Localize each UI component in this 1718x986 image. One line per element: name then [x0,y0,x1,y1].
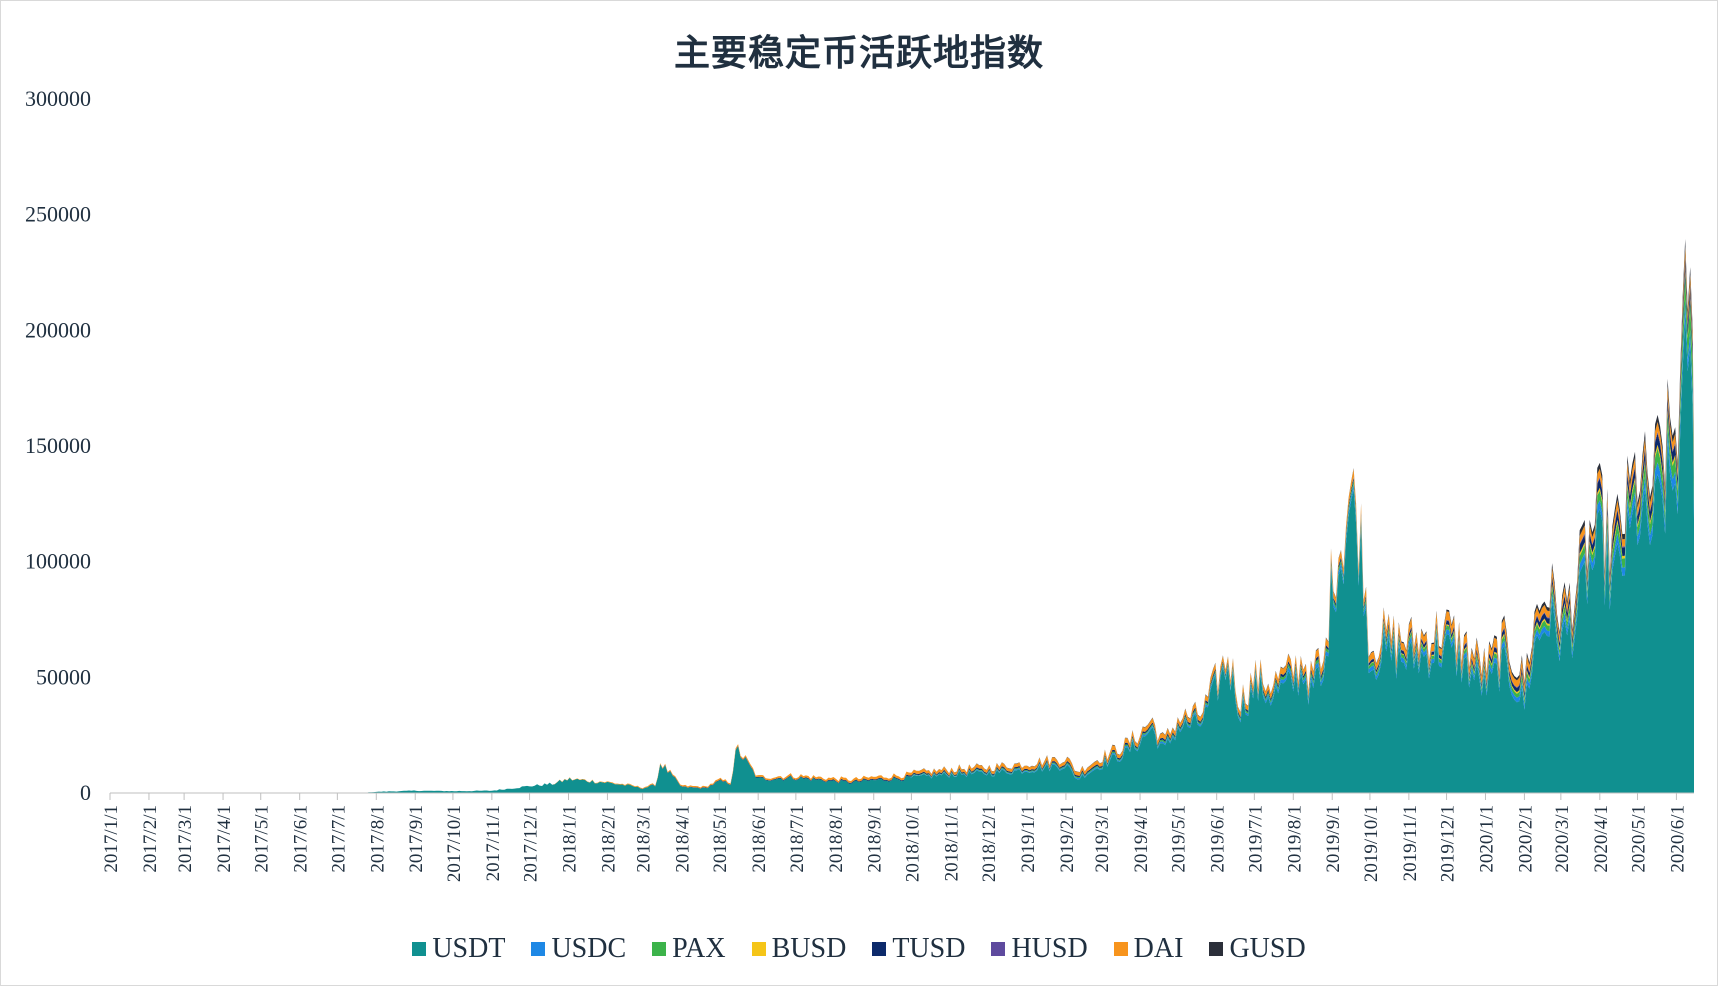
series-areas [110,239,1694,794]
x-tick-label: 2020/6/1 [1667,805,1688,873]
x-tick-label: 2017/6/1 [291,805,312,873]
x-tick-label: 2017/12/1 [521,805,542,882]
x-tick-label: 2017/10/1 [444,805,465,882]
x-tick-label: 2019/7/1 [1245,805,1266,873]
legend-swatch [531,942,546,956]
chart-title: 主要稳定币活跃地指数 [673,33,1044,74]
x-tick-label: 2019/10/1 [1361,805,1382,882]
legend: USDT USDC PAX BUSD TUSD HUSD DAI GUSD [0,933,1718,965]
x-tick-label: 2018/11/1 [941,805,962,881]
legend-label: BUSD [771,933,847,964]
y-tick-label: 250000 [25,202,91,227]
legend-label: GUSD [1229,933,1306,964]
x-tick-label: 2017/1/1 [101,805,122,873]
x-tick-label: 2019/3/1 [1092,805,1113,873]
y-tick-label: 100000 [25,549,91,574]
x-tick-label: 2017/8/1 [367,805,388,873]
legend-swatch [652,942,667,956]
x-tick-label: 2018/9/1 [865,805,886,873]
x-tick-label: 2019/11/1 [1400,805,1421,881]
legend-item-gusd: GUSD [1209,933,1306,965]
legend-item-dai: DAI [1113,933,1184,965]
x-tick-label: 2019/5/1 [1169,805,1190,873]
x-tick-label: 2019/1/1 [1018,805,1039,873]
y-tick-label: 150000 [25,433,91,458]
x-tick-label: 2019/6/1 [1208,805,1229,873]
x-tick-label: 2018/12/1 [979,805,1000,882]
legend-item-pax: PAX [652,933,726,965]
legend-swatch [872,942,887,956]
legend-label: TUSD [892,933,966,964]
legend-item-usdc: USDC [531,933,626,965]
legend-swatch [412,942,427,956]
series-area-usdt [110,314,1694,793]
x-tick-label: 2018/3/1 [634,805,655,873]
y-tick-label: 0 [80,780,91,805]
legend-swatch [1113,942,1128,956]
axes: 0 50000 100000 150000 200000 250000 300000 2017… [25,86,1694,882]
legend-swatch [751,942,766,956]
x-tick-label: 2019/2/1 [1057,805,1078,873]
x-tick-label: 2019/8/1 [1284,805,1305,873]
x-tick-label: 2018/5/1 [710,805,731,873]
x-tick-label: 2018/6/1 [749,805,770,873]
x-tick-label: 2017/2/1 [140,805,161,873]
x-tick-label: 2020/4/1 [1591,805,1612,873]
legend-swatch [991,942,1006,956]
x-tick-label: 2018/4/1 [673,805,694,873]
x-tick-label: 2019/12/1 [1438,805,1459,882]
legend-item-busd: BUSD [751,933,847,965]
x-tick-label: 2020/2/1 [1515,805,1536,873]
x-tick-label: 2017/5/1 [252,805,273,873]
legend-label: USDT [432,933,506,964]
legend-label: HUSD [1011,933,1088,964]
legend-item-husd: HUSD [991,933,1088,965]
x-tick-label: 2017/4/1 [214,805,235,873]
legend-swatch [1209,942,1224,956]
x-tick-label: 2020/3/1 [1552,805,1573,873]
x-tick-label: 2017/11/1 [483,805,504,881]
x-tick-label: 2017/9/1 [406,805,427,873]
y-tick-label: 200000 [25,317,91,342]
legend-item-usdt: USDT [412,933,505,965]
x-tick-label: 2017/3/1 [175,805,196,873]
y-tick-label: 50000 [36,664,91,689]
x-tick-label: 2019/4/1 [1131,805,1152,873]
x-tick-label: 2018/7/1 [787,805,808,873]
legend-label: PAX [672,933,726,964]
x-tick-label: 2018/10/1 [902,805,923,882]
y-tick-label: 300000 [25,86,91,111]
x-tick-label: 2017/7/1 [328,805,349,873]
x-tick-label: 2020/1/1 [1477,805,1498,873]
x-tick-label: 2020/5/1 [1629,805,1650,873]
legend-item-tusd: TUSD [872,933,965,965]
x-tick-label: 2018/1/1 [560,805,581,873]
legend-label: DAI [1133,933,1184,964]
x-tick-label: 2018/8/1 [826,805,847,873]
legend-label: USDC [551,933,627,964]
x-tick-label: 2018/2/1 [598,805,619,873]
x-tick-label: 2019/9/1 [1323,805,1344,873]
